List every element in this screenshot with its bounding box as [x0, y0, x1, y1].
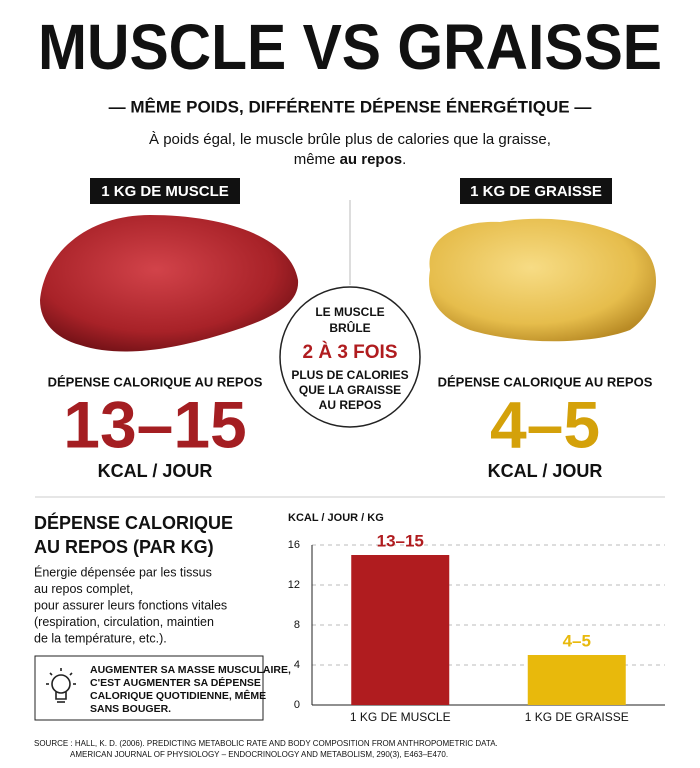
muscle-label: DÉPENSE CALORIQUE AU REPOS [48, 374, 263, 389]
description: Énergie dépensée par les tissus [34, 564, 212, 579]
center-text: QUE LA GRAISSE [299, 383, 401, 397]
bar [527, 655, 626, 705]
tip-text: SANS BOUGER. [90, 703, 171, 715]
value-label: 13–15 [377, 531, 424, 550]
tip-text: AUGMENTER SA MASSE MUSCULAIRE, [90, 664, 291, 676]
center-text: BRÛLE [329, 320, 370, 335]
description: de la température, etc.). [34, 631, 167, 645]
muscle-image [40, 215, 299, 352]
x-tick-label: 1 KG DE MUSCLE [350, 710, 451, 724]
center-text: PLUS DE CALORIES [291, 368, 408, 382]
fat-tag: 1 KG DE GRAISSE [470, 183, 602, 200]
intro-bold: au repos [340, 151, 403, 168]
intro-text: . [402, 151, 406, 168]
center-highlight: 2 À 3 FOIS [302, 341, 397, 363]
side-title: DÉPENSE CALORIQUE [34, 512, 233, 533]
fat-unit: KCAL / JOUR [488, 461, 603, 481]
muscle-value: 13–15 [63, 387, 247, 461]
tip-box [34, 655, 264, 721]
tip-text: C'EST AUGMENTER SA DÉPENSE [90, 676, 261, 689]
fat-value: 4–5 [490, 387, 600, 461]
center-circle [279, 286, 421, 428]
y-tick-label: 8 [294, 619, 300, 631]
value-label: 4–5 [563, 631, 591, 650]
intro: À poids égal, le muscle brûle plus de ca… [149, 131, 551, 148]
y-tick-label: 12 [288, 579, 300, 591]
side-title: AU REPOS (PAR KG) [34, 537, 214, 557]
description: (respiration, circulation, maintien [34, 615, 214, 629]
y-tick-label: 0 [294, 699, 300, 711]
description: pour assurer leurs fonctions vitales [34, 598, 227, 612]
tag-bg [90, 178, 240, 204]
y-tick-label: 4 [294, 659, 300, 671]
y-tick-label: 16 [288, 539, 300, 551]
fat-label: DÉPENSE CALORIQUE AU REPOS [438, 374, 653, 389]
bar [351, 555, 450, 705]
muscle-unit: KCAL / JOUR [98, 461, 213, 481]
source: AMERICAN JOURNAL OF PHYSIOLOGY – ENDOCRI… [70, 750, 448, 759]
subtitle: — MÊME POIDS, DIFFÉRENTE DÉPENSE ÉNERGÉT… [109, 97, 592, 116]
source: SOURCE : HALL, K. D. (2006). PREDICTING … [34, 739, 498, 748]
title: MUSCLE VS GRAISSE [38, 11, 662, 83]
intro-text: même [294, 151, 340, 168]
x-tick-label: 1 KG DE GRAISSE [525, 710, 629, 724]
intro: même au repos. [294, 151, 407, 168]
center-text: LE MUSCLE [315, 305, 384, 319]
y-axis-label: KCAL / JOUR / KG [288, 512, 384, 524]
tag-bg [460, 178, 612, 204]
description: au repos complet, [34, 582, 133, 596]
fat-image [429, 218, 657, 342]
bulb-icon [46, 668, 76, 703]
muscle-tag: 1 KG DE MUSCLE [101, 183, 229, 200]
tip-text: CALORIQUE QUOTIDIENNE, MÊME [90, 689, 266, 702]
center-text: AU REPOS [319, 398, 382, 412]
